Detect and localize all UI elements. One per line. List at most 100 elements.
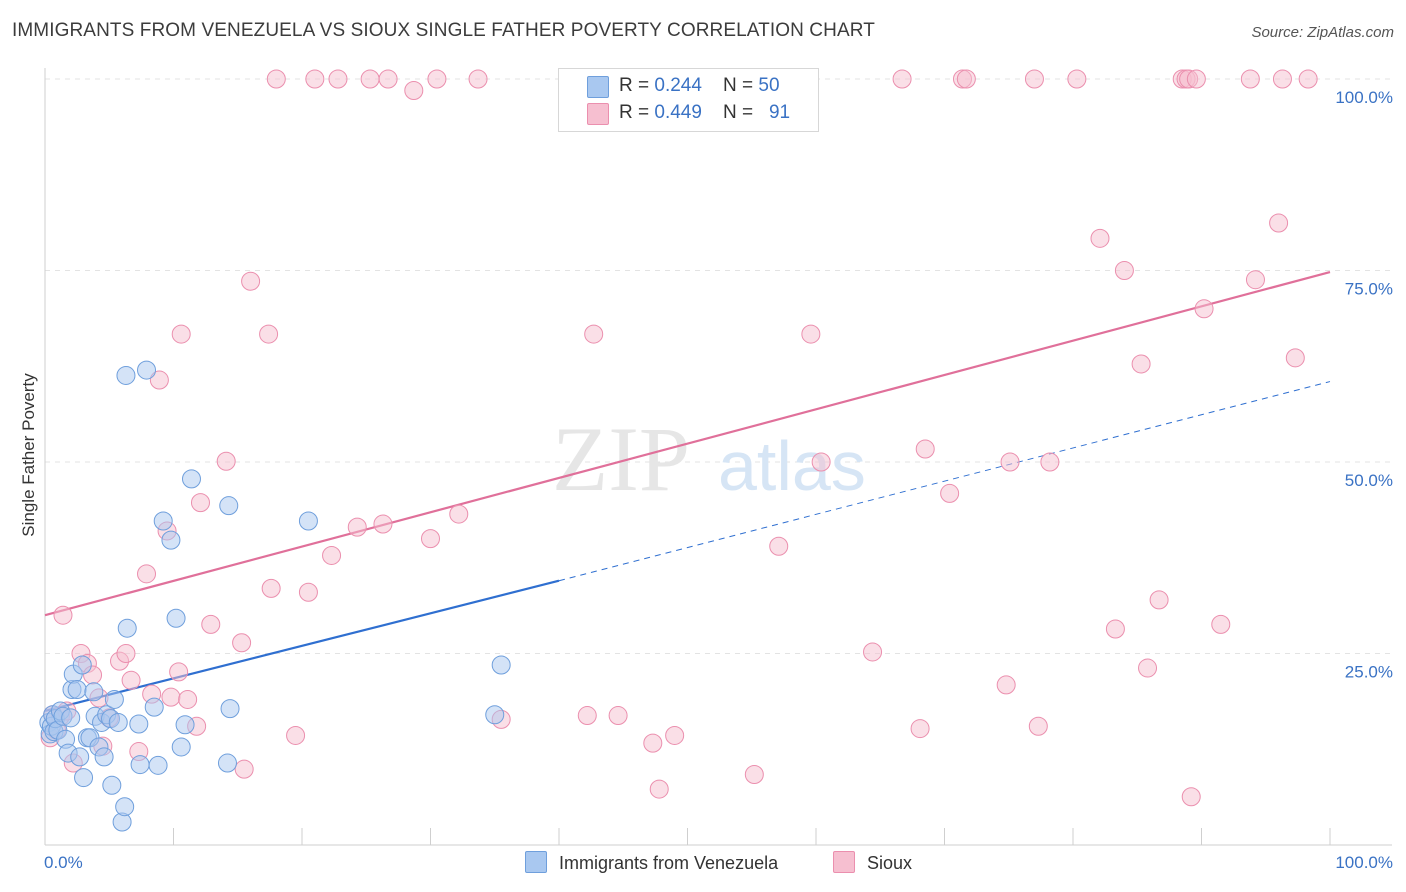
- sioux-point: [1240, 69, 1260, 89]
- sioux-point: [171, 324, 191, 344]
- sioux-point: [53, 605, 73, 625]
- sioux-point: [347, 517, 367, 537]
- watermark: ZIP atlas: [552, 408, 866, 510]
- venezuela-point: [115, 797, 135, 817]
- r-label: R =: [619, 75, 655, 96]
- grid-layer: [45, 78, 1392, 654]
- venezuela-point: [72, 655, 92, 675]
- sioux-point: [1105, 619, 1125, 639]
- legend-item-venezuela[interactable]: Immigrants from Venezuela: [525, 851, 778, 874]
- sioux-point: [665, 725, 685, 745]
- sioux-point: [378, 69, 398, 89]
- venezuela-point: [217, 753, 237, 773]
- sioux-point: [1000, 452, 1020, 472]
- sioux-point: [1028, 716, 1048, 736]
- venezuela-point: [67, 680, 87, 700]
- venezuela-point: [61, 708, 81, 728]
- sioux-swatch: [587, 103, 609, 125]
- sioux-point: [1181, 787, 1201, 807]
- stats-row-sioux: R = 0.449 N = 91: [559, 100, 818, 128]
- sioux-point: [234, 759, 254, 779]
- venezuela-point: [104, 689, 124, 709]
- venezuela-point: [219, 496, 239, 516]
- sioux-point: [259, 324, 279, 344]
- sioux-point: [421, 529, 440, 549]
- sioux-point: [1194, 299, 1214, 319]
- sioux-point: [915, 439, 935, 459]
- sioux-point: [863, 642, 883, 662]
- venezuela-point: [161, 530, 181, 550]
- legend-label: Sioux: [867, 853, 913, 873]
- venezuela-trendline-extension: [558, 381, 1331, 582]
- venezuela-point: [148, 755, 168, 775]
- sioux-point: [1298, 69, 1318, 89]
- venezuela-point: [175, 715, 195, 735]
- sioux-point: [1138, 658, 1158, 678]
- stats-row-venezuela: R = 0.244 N = 50: [559, 73, 818, 101]
- sioux-point: [116, 644, 136, 663]
- sioux-point: [360, 69, 380, 89]
- venezuela-point: [153, 511, 173, 531]
- watermark-atlas: atlas: [718, 427, 866, 505]
- venezuela-point: [130, 755, 150, 775]
- sioux-point: [404, 80, 424, 100]
- venezuela-point: [102, 775, 122, 795]
- sioux-point: [744, 765, 764, 785]
- sioux-point: [1272, 69, 1292, 89]
- sioux-point: [1186, 69, 1206, 89]
- venezuela-point: [298, 511, 318, 531]
- legend-label: Immigrants from Venezuela: [559, 853, 779, 873]
- venezuela-point: [108, 712, 128, 732]
- sioux-point: [373, 514, 393, 534]
- sioux-point: [137, 564, 157, 584]
- legend-item-sioux[interactable]: Sioux: [833, 851, 912, 874]
- sioux-point: [305, 69, 325, 89]
- sioux-point: [266, 69, 286, 89]
- sioux-point: [427, 69, 447, 89]
- n-value: 91: [768, 102, 791, 123]
- sioux-swatch: [833, 851, 855, 873]
- tick-labels: 25.0% 50.0% 75.0% 100.0% 0.0% 100.0%: [44, 88, 1393, 872]
- sioux-trendline: [44, 270, 1331, 617]
- sioux-point: [1269, 213, 1289, 233]
- sioux-point: [161, 687, 181, 707]
- sioux-point: [468, 69, 488, 89]
- sioux-point: [1131, 354, 1151, 374]
- sioux-point: [940, 483, 960, 503]
- sioux-point: [241, 271, 261, 291]
- y-tick-label: 75.0%: [1345, 280, 1393, 299]
- venezuela-point: [166, 608, 186, 628]
- sioux-point: [261, 578, 281, 598]
- chart-title: IMMIGRANTS FROM VENEZUELA VS SIOUX SINGL…: [12, 20, 875, 41]
- venezuela-point: [116, 365, 136, 385]
- x-tick-label: 0.0%: [44, 853, 83, 872]
- sioux-point: [1114, 261, 1134, 280]
- sioux-point: [577, 706, 597, 726]
- sioux-point: [178, 689, 198, 709]
- sioux-point: [201, 614, 221, 634]
- y-tick-label: 25.0%: [1345, 663, 1393, 682]
- sioux-point: [190, 493, 210, 513]
- venezuela-point: [491, 655, 511, 675]
- venezuela-point: [144, 697, 164, 717]
- venezuela-point: [74, 768, 94, 788]
- x-tick-label: 100.0%: [1335, 853, 1393, 872]
- sioux-point: [328, 69, 348, 89]
- venezuela-point: [220, 699, 240, 719]
- sioux-point: [149, 370, 169, 390]
- venezuela-point: [117, 618, 137, 638]
- sioux-point: [996, 675, 1016, 695]
- n-value: 50: [758, 75, 780, 96]
- sioux-point: [643, 733, 663, 753]
- venezuela-point: [94, 747, 114, 767]
- sioux-point: [286, 725, 306, 745]
- r-label: R =: [619, 102, 655, 123]
- sioux-point: [1040, 452, 1060, 472]
- stats-legend: R = 0.244 N = 50 R = 0.449 N = 91: [558, 68, 819, 132]
- sioux-point: [298, 582, 318, 602]
- venezuela-swatch: [525, 851, 547, 873]
- r-value: 0.449: [654, 102, 702, 123]
- sioux-point: [322, 545, 342, 565]
- sioux-point: [1024, 69, 1044, 89]
